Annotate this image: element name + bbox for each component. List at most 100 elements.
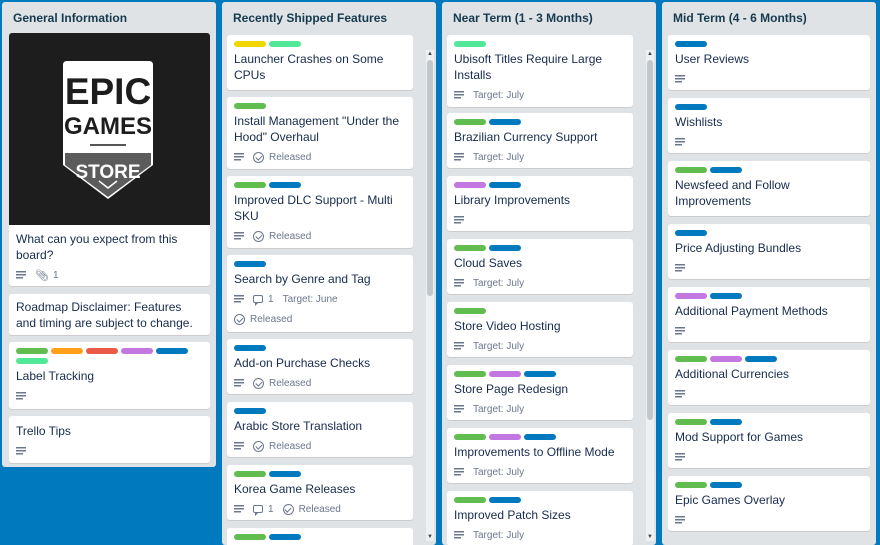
scroll-down-arrow-icon[interactable]: ▼: [647, 534, 653, 540]
label-purple: [489, 434, 521, 440]
card-badges: [675, 322, 863, 340]
description-icon: [675, 390, 685, 398]
checklist-badge: Released: [253, 440, 311, 452]
checklist-status: Released: [298, 503, 341, 515]
card-labels: [454, 497, 626, 507]
logo-text-games: GAMES: [64, 113, 152, 140]
list-title[interactable]: General Information: [13, 11, 128, 25]
label-blue: [489, 182, 521, 188]
description-badge: [454, 531, 464, 539]
label-mint: [454, 41, 486, 47]
logo-text-epic: EPIC: [65, 71, 151, 112]
card-library-improvements[interactable]: Library Improvements: [447, 176, 633, 231]
card-newsfeed[interactable]: Newsfeed and Follow Improvements: [668, 161, 870, 216]
card-korea-game[interactable]: Korea Game Releases 1 Released: [227, 465, 413, 520]
card-addon-purchase[interactable]: Add-on Purchase Checks Released: [227, 339, 413, 394]
card-wishlists[interactable]: Wishlists: [668, 98, 870, 153]
scroll-thumb[interactable]: [647, 60, 653, 420]
card-labels: [454, 308, 626, 318]
list-scrollbar[interactable]: ▲ ▼: [646, 50, 654, 541]
card-what-can-you-expect[interactable]: EPIC GAMES STORE What can you expect fro…: [9, 33, 210, 286]
card-badges: Released: [234, 148, 406, 166]
card-additional-currencies[interactable]: Additional Currencies: [668, 350, 870, 405]
scroll-down-arrow-icon[interactable]: ▼: [427, 534, 433, 540]
card-badges: Released: [234, 437, 406, 455]
description-icon: [675, 453, 685, 461]
label-green: [454, 371, 486, 377]
comment-icon: [253, 295, 263, 306]
card-title: Store Page Redesign: [454, 382, 569, 396]
list-title[interactable]: Mid Term (4 - 6 Months): [673, 11, 807, 25]
card-trello-tips[interactable]: Trello Tips: [9, 416, 210, 463]
card-brazilian-currency[interactable]: Brazilian Currency Support Target: July: [447, 113, 633, 168]
card-badges: [675, 448, 863, 466]
card-ubisoft-titles[interactable]: Ubisoft Titles Require Large Installs Ta…: [447, 35, 633, 107]
card-badges: [675, 259, 863, 277]
label-yellow: [234, 41, 266, 47]
description-badge: [234, 379, 244, 387]
card-label-tracking[interactable]: Label Tracking: [9, 342, 210, 409]
card-labels: [675, 419, 863, 429]
card-badges: [675, 133, 863, 151]
label-blue: [710, 167, 742, 173]
scroll-up-arrow-icon[interactable]: ▲: [427, 51, 433, 57]
label-green: [234, 471, 266, 477]
scroll-thumb[interactable]: [427, 60, 433, 296]
card-title: Price Adjusting Bundles: [675, 241, 802, 255]
card-roadmap-disclaimer[interactable]: Roadmap Disclaimer: Features and timing …: [9, 294, 210, 335]
card-mod-support[interactable]: Mod Support for Games: [668, 413, 870, 468]
list-scrollbar[interactable]: ▲ ▼: [426, 50, 434, 541]
card-cloud-saves[interactable]: Cloud Saves Target: July: [447, 239, 633, 294]
target-badge: Target: June: [282, 293, 338, 305]
label-green: [675, 167, 707, 173]
card-partial[interactable]: [227, 528, 413, 545]
card-price-adjusting[interactable]: Price Adjusting Bundles: [668, 224, 870, 279]
list-title[interactable]: Near Term (1 - 3 Months): [453, 11, 593, 25]
checklist-icon: [234, 313, 245, 325]
label-green: [454, 119, 486, 125]
label-green: [234, 182, 266, 188]
card-title: Wishlists: [675, 115, 723, 129]
card-store-page-redesign[interactable]: Store Page Redesign Target: July: [447, 365, 633, 420]
description-badge: [234, 442, 244, 450]
card-title: Newsfeed and Follow Improvements: [675, 178, 790, 208]
label-purple: [710, 356, 742, 362]
description-icon: [234, 379, 244, 387]
card-offline-mode[interactable]: Improvements to Offline Mode Target: Jul…: [447, 428, 633, 483]
description-badge: [16, 271, 26, 279]
list-cards: Launcher Crashes on Some CPUs Released I…: [222, 32, 436, 545]
card-launcher-crashes[interactable]: Launcher Crashes on Some CPUs Released: [227, 35, 413, 90]
card-patch-sizes[interactable]: Improved Patch Sizes Target: July: [447, 491, 633, 545]
list-cards: EPIC GAMES STORE What can you expect fro…: [2, 32, 216, 467]
card-user-reviews[interactable]: User Reviews: [668, 35, 870, 90]
label-mint: [16, 358, 48, 364]
description-icon: [454, 468, 464, 476]
card-improved-dlc[interactable]: Improved DLC Support - Multi SKU Release…: [227, 176, 413, 248]
description-badge: [675, 138, 685, 146]
label-green: [454, 308, 486, 314]
card-title: Search by Genre and Tag: [234, 272, 371, 286]
description-badge: [454, 153, 464, 161]
scroll-up-arrow-icon[interactable]: ▲: [647, 51, 653, 57]
card-arabic-store[interactable]: Arabic Store Translation Released: [227, 402, 413, 457]
label-purple: [454, 182, 486, 188]
list-title[interactable]: Recently Shipped Features: [233, 11, 388, 25]
card-payment-methods[interactable]: Additional Payment Methods: [668, 287, 870, 342]
checklist-badge: Released: [282, 503, 341, 515]
card-search-by-genre[interactable]: Search by Genre and Tag 1 Target: June R…: [227, 255, 413, 332]
comment-count: 1: [268, 293, 274, 305]
description-icon: [454, 91, 464, 99]
card-store-video-hosting[interactable]: Store Video Hosting Target: July: [447, 302, 633, 357]
card-badges: Released: [234, 374, 406, 392]
card-cover-image: EPIC GAMES STORE: [9, 33, 210, 225]
label-mint: [269, 41, 301, 47]
description-badge: [675, 75, 685, 83]
card-labels: [16, 348, 203, 368]
list-general-information: General Information EPIC GAMES STORE Wha…: [2, 2, 216, 467]
card-install-management[interactable]: Install Management "Under the Hood" Over…: [227, 97, 413, 169]
description-badge: [675, 264, 685, 272]
checklist-status: Released: [269, 90, 311, 91]
card-labels: [675, 167, 863, 177]
card-epic-overlay[interactable]: Epic Games Overlay: [668, 476, 870, 531]
checklist-icon: [253, 377, 264, 389]
